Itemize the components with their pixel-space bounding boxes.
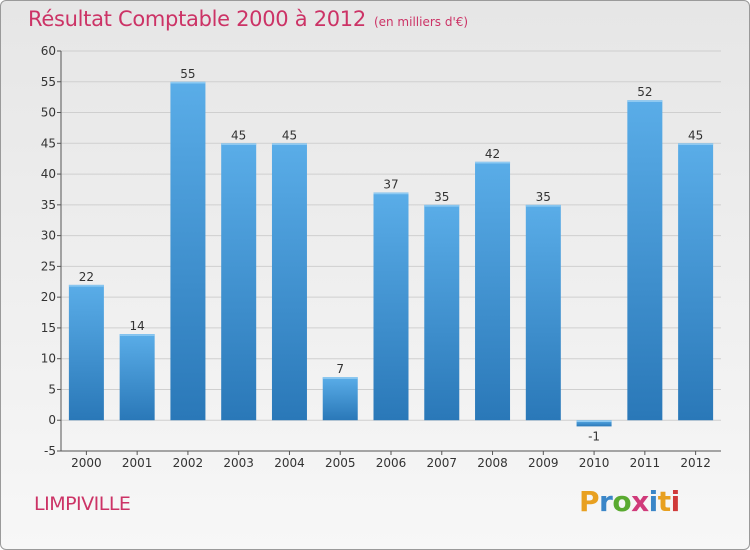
bar-2002 — [170, 81, 206, 421]
y-tick-label: 55 — [41, 75, 56, 89]
bars — [68, 81, 714, 427]
bar-2005 — [322, 377, 358, 421]
bar-2001 — [119, 334, 155, 421]
x-tick-label: 2005 — [325, 456, 356, 470]
value-label: 7 — [336, 362, 344, 376]
value-label: 42 — [485, 147, 500, 161]
x-tick-label: 2008 — [477, 456, 508, 470]
value-label: 14 — [130, 319, 145, 333]
y-tick-label: 35 — [41, 198, 56, 212]
y-tick-label: 5 — [48, 382, 56, 396]
bar-2003 — [221, 143, 257, 421]
y-tick-label: 40 — [41, 167, 56, 181]
logo-letter: t — [657, 485, 671, 518]
logo-letter: i — [648, 485, 659, 518]
x-tick-label: 2002 — [173, 456, 204, 470]
x-tick-label: 2012 — [680, 456, 711, 470]
y-tick-label: 15 — [41, 321, 56, 335]
bar-2006 — [373, 192, 409, 421]
x-tick-label: 2007 — [426, 456, 457, 470]
x-tick-label: 2006 — [376, 456, 407, 470]
logo-letter: i — [670, 485, 681, 518]
chart-title-main: Résultat Comptable 2000 à 2012 — [28, 7, 366, 31]
bar-2000 — [68, 284, 104, 421]
y-tick-label: 10 — [41, 352, 56, 366]
x-tick-label: 2010 — [579, 456, 610, 470]
x-axis-ticks: 2000 2001 2002 2003 2004 2005 2006 2007 2008 2009… — [71, 451, 711, 470]
y-tick-label: 30 — [41, 229, 56, 243]
logo-letter: r — [599, 485, 613, 518]
bar-2011 — [627, 100, 663, 421]
x-tick-label: 2004 — [274, 456, 305, 470]
value-label: 22 — [79, 270, 94, 284]
x-tick-label: 2009 — [528, 456, 559, 470]
chart-title-unit: (en milliers d'€) — [373, 15, 469, 29]
bar-2004 — [271, 143, 307, 421]
value-label: 52 — [637, 85, 652, 99]
y-tick-label: 25 — [41, 259, 56, 273]
logo-letter: x — [631, 485, 649, 518]
y-tick-label: -5 — [44, 444, 56, 458]
y-tick-label: 60 — [41, 44, 56, 58]
bar-2012 — [678, 143, 714, 421]
value-label: 37 — [383, 178, 398, 192]
value-labels: 22 14 55 45 45 7 37 35 42 35 -1 52 45 — [79, 67, 704, 444]
value-label: 55 — [180, 67, 195, 81]
y-axis-ticks: -5 0 5 10 15 20 25 30 35 40 45 50 55 60 — [41, 44, 61, 458]
bar-2009 — [525, 204, 561, 421]
value-label: 35 — [536, 190, 551, 204]
value-label: 35 — [434, 190, 449, 204]
bar-2010 — [576, 420, 612, 427]
bar-2008 — [475, 161, 511, 421]
y-tick-label: 20 — [41, 290, 56, 304]
x-tick-label: 2000 — [71, 456, 102, 470]
value-label: 45 — [688, 128, 703, 142]
value-label: 45 — [231, 128, 246, 142]
logo-letter: P — [579, 485, 600, 518]
x-tick-label: 2011 — [630, 456, 661, 470]
y-tick-label: 45 — [41, 136, 56, 150]
x-tick-label: 2001 — [122, 456, 153, 470]
y-tick-label: 50 — [41, 106, 56, 120]
value-label: 45 — [282, 128, 297, 142]
chart-title: Résultat Comptable 2000 à 2012 (en millie… — [28, 7, 468, 31]
y-tick-label: 0 — [48, 413, 56, 427]
bar-2007 — [424, 204, 460, 421]
value-label: -1 — [588, 429, 600, 443]
town-name: LIMPIVILLE — [34, 493, 131, 515]
x-tick-label: 2003 — [223, 456, 254, 470]
logo-letter: o — [612, 485, 632, 518]
proxiti-logo: Proxiti — [579, 485, 680, 518]
